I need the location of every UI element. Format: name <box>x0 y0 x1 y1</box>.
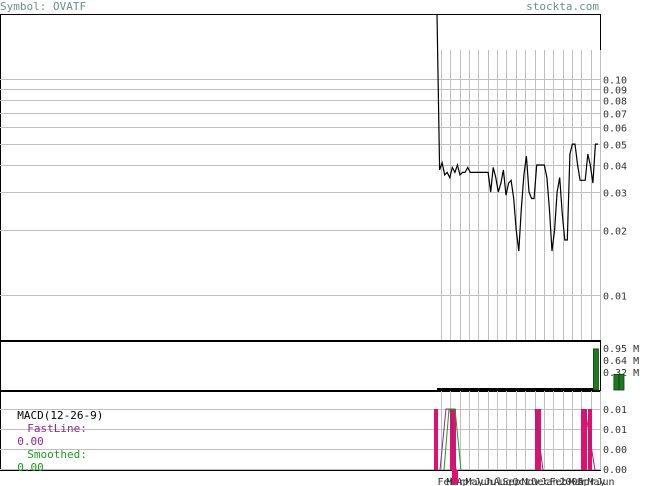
x-tick-label: May <box>466 477 484 486</box>
x-tick-label: Feb <box>438 477 456 486</box>
macd-tick-label: 0.01 <box>603 425 627 436</box>
volume-bar <box>618 373 625 391</box>
price-tick-label: 0.03 <box>603 189 627 200</box>
x-tick-label: 2005 <box>560 477 584 486</box>
x-tick-label: Apr <box>457 477 475 486</box>
macd-legend: MACD(12-26-9) FastLine: 0.00 Smoothed: 0… <box>4 396 103 474</box>
price-tick-label: 0.07 <box>603 110 627 121</box>
fastline-value: 0.00 <box>17 435 44 448</box>
volume-tick-label: 0.32 M <box>603 368 639 379</box>
volume-tick-label: 0.95 M <box>603 344 639 355</box>
symbol-label: Symbol: OVATF <box>0 0 87 13</box>
macd-fastline <box>439 408 457 471</box>
price-tick-label: 0.05 <box>603 141 627 152</box>
x-tick-label: Jan <box>541 477 559 486</box>
macd-tick-label: 0.00 <box>603 445 627 456</box>
price-panel-frame <box>0 14 601 341</box>
volume-bar <box>593 348 599 391</box>
macd-smoothed <box>443 408 462 471</box>
price-tick-label: 0.08 <box>603 97 627 108</box>
macd-tick-label: 0.00 <box>603 465 627 476</box>
price-tick-label: 0.02 <box>603 227 627 238</box>
x-tick-label: Mar <box>569 477 587 486</box>
site-label: stockta.com <box>526 0 599 13</box>
volume-bar <box>613 373 620 391</box>
x-tick-label: Apr <box>578 477 596 486</box>
x-tick-label: Dec <box>532 477 550 486</box>
x-tick-label: Jun <box>475 477 493 486</box>
macd-bar <box>535 409 541 470</box>
price-line <box>436 13 598 252</box>
x-tick-label: May <box>588 477 606 486</box>
x-tick-label: Jul <box>485 477 503 486</box>
volume-panel-frame <box>0 341 601 391</box>
macd-bar <box>434 409 438 470</box>
x-tick-label: Aug <box>494 477 512 486</box>
macd-fastline <box>534 408 544 471</box>
price-tick-label: 0.10 <box>603 76 627 87</box>
price-tick-label: 0.04 <box>603 162 627 173</box>
price-tick-label: 0.01 <box>603 292 627 303</box>
volume-tick-label: 0.64 M <box>603 356 639 367</box>
macd-title: MACD(12-26-9) <box>17 409 104 422</box>
price-tick-label: 0.09 <box>603 86 627 97</box>
macd-fastline <box>584 408 596 471</box>
price-tick-label: 0.06 <box>603 124 627 135</box>
macd-tick-label: 0.01 <box>603 405 627 416</box>
x-tick-label: Sep <box>503 477 521 486</box>
x-tick-label: Jun <box>597 477 615 486</box>
x-tick-label: Feb <box>550 477 568 486</box>
x-tick-label: Oct <box>513 477 531 486</box>
smoothed-value: 0.00 <box>17 461 44 474</box>
macd-bar <box>452 470 458 484</box>
smoothed-label: Smoothed: <box>27 448 87 461</box>
x-tick-label: Nov <box>522 477 540 486</box>
macd-bar <box>581 409 587 470</box>
fastline-label: FastLine: <box>27 422 87 435</box>
